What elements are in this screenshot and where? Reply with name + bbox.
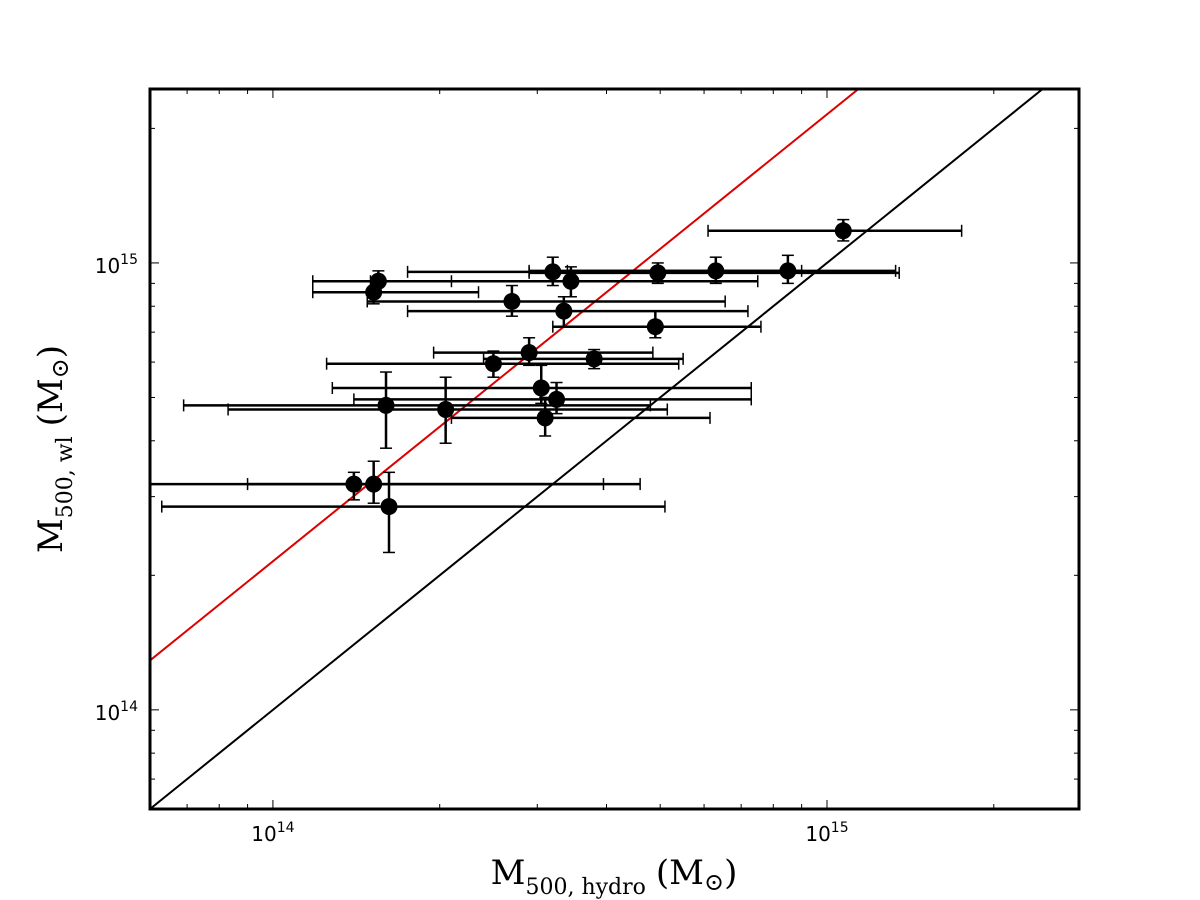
data-point-4 — [544, 263, 562, 281]
data-point-15 — [548, 390, 566, 408]
data-point-8 — [503, 292, 521, 310]
y-tick-label-1e14: 1014 — [95, 699, 138, 725]
data-point-9 — [555, 302, 573, 320]
x-axis-label: M500, hydro (M⊙) — [491, 853, 738, 900]
data-point-13 — [484, 355, 502, 373]
data-point-2 — [707, 262, 725, 280]
x-tick-label-1e14: 1014 — [251, 820, 294, 846]
data-point-12 — [585, 350, 603, 368]
data-point-18 — [536, 409, 554, 427]
data-point-3 — [649, 264, 667, 282]
data-point-7 — [365, 283, 383, 301]
axis-ticks — [149, 89, 1079, 810]
data-point-1 — [779, 262, 797, 280]
reference-lines — [150, 89, 1045, 809]
data-point-0 — [834, 222, 852, 240]
x-tick-label-1e15: 1015 — [805, 820, 848, 846]
y-tick-label-1e15: 1015 — [95, 252, 138, 278]
data-point-5 — [562, 272, 580, 290]
plot-frame — [148, 87, 1081, 811]
line-best-fit — [150, 89, 861, 662]
data-point-16 — [377, 396, 395, 414]
data-point-11 — [520, 344, 538, 362]
y-axis-label: M500, wl(M⊙) — [31, 345, 78, 553]
data-point-10 — [646, 318, 664, 336]
line-one-to-one — [150, 89, 1045, 809]
data-point-21 — [380, 498, 398, 516]
data-point-14 — [532, 379, 550, 397]
data-point-19 — [345, 475, 363, 493]
data-points — [345, 222, 852, 516]
data-point-17 — [437, 400, 455, 418]
data-point-20 — [365, 475, 383, 493]
